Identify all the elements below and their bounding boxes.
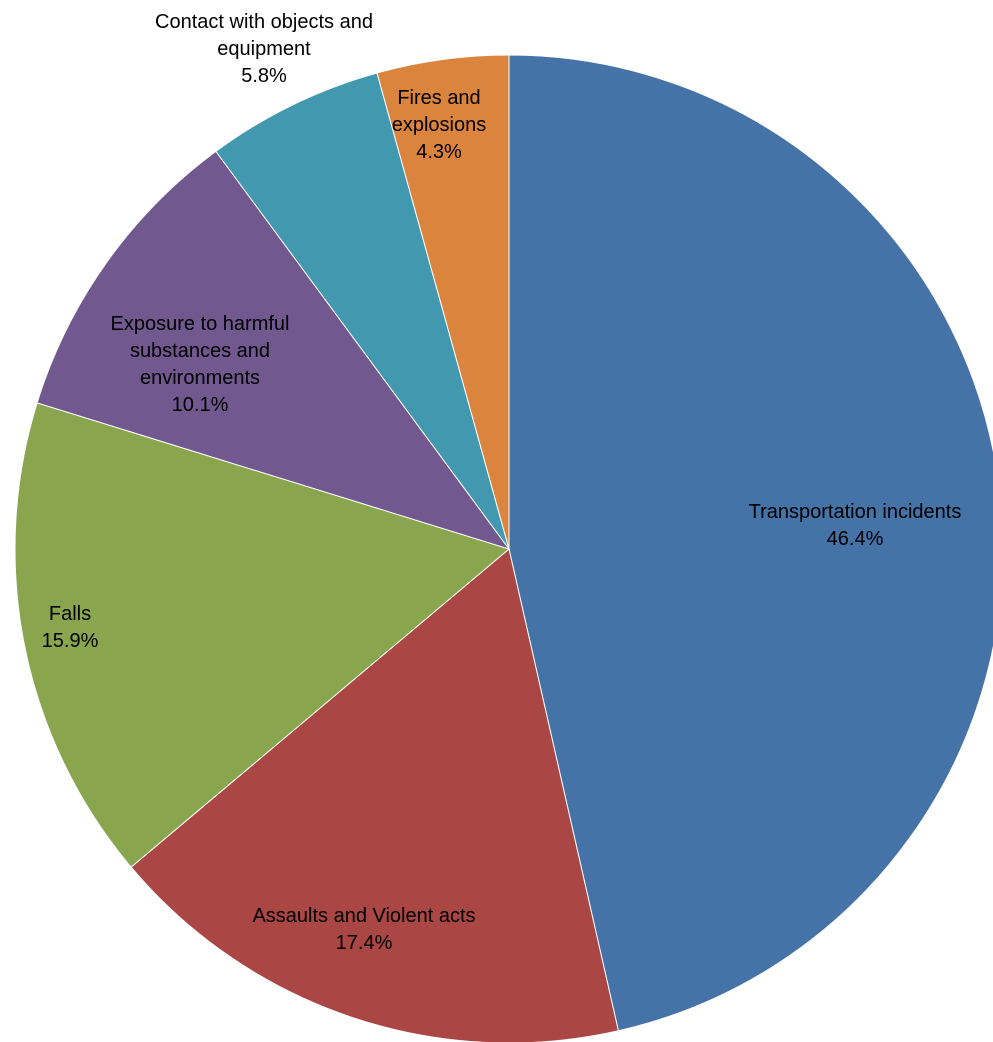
- label-contact-with-objects-and-equipment: Contact with objects and equipment 5.8%: [155, 11, 373, 87]
- slice-category-label: equipment: [217, 38, 311, 60]
- pie-slices: [14, 54, 993, 1042]
- slice-category-label: Exposure to harmful: [111, 313, 290, 335]
- slice-value-label: 46.4%: [827, 528, 884, 550]
- slice-category-label: Fires and: [397, 87, 480, 109]
- slice-category-label: explosions: [392, 114, 487, 136]
- slice-category-label: Transportation incidents: [749, 501, 962, 523]
- slice-category-label: Assaults and Violent acts: [252, 905, 475, 927]
- slice-value-label: 10.1%: [172, 394, 229, 416]
- slice-fires-and-explosions: [376, 54, 510, 550]
- label-fires-and-explosions: Fires and explosions 4.3%: [392, 87, 487, 163]
- slice-value-label: 4.3%: [416, 141, 462, 163]
- slice-category-label: environments: [140, 367, 260, 389]
- slice-category-label: Falls: [49, 603, 91, 625]
- slice-exposure-to-harmful-substances-and-environments: [36, 150, 511, 550]
- slice-value-label: 15.9%: [42, 630, 99, 652]
- slice-assaults-and-violent-acts: [130, 548, 619, 1042]
- slice-labels: Transportation incidents 46.4% Assaults an…: [42, 11, 962, 954]
- slice-category-label: Contact with objects and: [155, 11, 373, 33]
- slice-value-label: 5.8%: [241, 65, 287, 87]
- label-exposure-to-harmful-substances-and-environments: Exposure to harmful substances and environ…: [111, 313, 290, 416]
- label-transportation-incidents: Transportation incidents 46.4%: [749, 501, 962, 550]
- label-falls: Falls 15.9%: [42, 603, 99, 652]
- slice-category-label: substances and: [130, 340, 270, 362]
- slice-contact-with-objects-and-equipment: [215, 72, 510, 550]
- label-assaults-and-violent-acts: Assaults and Violent acts 17.4%: [252, 905, 475, 954]
- slice-value-label: 17.4%: [336, 932, 393, 954]
- slice-falls: [14, 402, 511, 868]
- slice-transportation-incidents: [508, 54, 993, 1032]
